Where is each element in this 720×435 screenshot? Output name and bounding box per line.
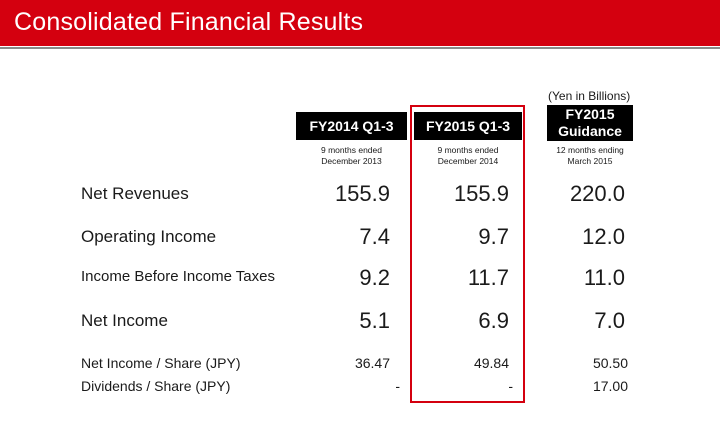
subcaption-line: March 2015 <box>567 156 613 166</box>
column-header-fy2014-q1-3: FY2014 Q1-3 <box>296 112 407 140</box>
row-label-net-revenues: Net Revenues <box>81 184 189 203</box>
subcaption-line: 9 months ended <box>321 145 382 155</box>
column-subcaption-guidance: 12 months ending March 2015 <box>540 145 640 167</box>
row-label-operating-income: Operating Income <box>81 227 217 246</box>
column-subcaption-fy2014: 9 months ended December 2013 <box>296 145 407 167</box>
subcaption-line: December 2014 <box>437 156 499 166</box>
subcaption-line: 9 months ended <box>437 145 499 155</box>
value-fy2015: 155.9 <box>453 181 509 206</box>
value-guidance: 220.0 <box>569 181 625 206</box>
column-subcaption-fy2015: 9 months ended December 2014 <box>414 145 522 167</box>
value-guidance: 17.00 <box>592 378 628 394</box>
column-header-label: FY2015 Q1-3 <box>425 117 511 134</box>
value-fy2014: - <box>395 378 400 394</box>
column-header-label: FY2014 Q1-3 <box>309 117 394 134</box>
value-guidance: 12.0 <box>582 224 625 249</box>
row-label-net-income: Net Income <box>81 311 168 330</box>
column-header-fy2015-q1-3: FY2015 Q1-3 <box>414 112 522 140</box>
row-label-dividends-per-share: Dividends / Share (JPY) <box>81 378 231 394</box>
units-note: (Yen in Billions) <box>548 89 631 103</box>
value-fy2014: 36.47 <box>354 355 390 371</box>
value-fy2014: 155.9 <box>334 181 390 206</box>
value-fy2015: 9.7 <box>478 224 509 249</box>
value-fy2015: - <box>508 378 513 394</box>
title-bar: Consolidated Financial Results <box>0 0 720 46</box>
value-guidance: 11.0 <box>583 265 625 290</box>
title-divider <box>0 47 720 49</box>
row-label-income-before-taxes: Income Before Income Taxes <box>81 268 275 285</box>
value-guidance: 50.50 <box>592 355 628 371</box>
row-label-net-income-per-share: Net Income / Share (JPY) <box>81 355 241 371</box>
value-fy2014: 7.4 <box>359 224 390 249</box>
column-header-label-line2: Guidance <box>558 123 622 139</box>
fy2015-highlight-box <box>410 105 525 403</box>
column-header-label-line1: FY2015 <box>565 106 615 122</box>
subcaption-line: December 2013 <box>321 156 382 166</box>
subcaption-line: 12 months ending <box>556 145 624 155</box>
value-fy2014: 5.1 <box>359 308 390 333</box>
value-fy2015: 6.9 <box>478 308 509 333</box>
page-title: Consolidated Financial Results <box>14 8 364 36</box>
value-guidance: 7.0 <box>594 308 625 333</box>
value-fy2015: 49.84 <box>473 355 509 371</box>
value-fy2015: 11.7 <box>467 265 509 290</box>
value-fy2014: 9.2 <box>359 265 390 290</box>
column-header-fy2015-guidance: FY2015 Guidance <box>547 105 633 141</box>
